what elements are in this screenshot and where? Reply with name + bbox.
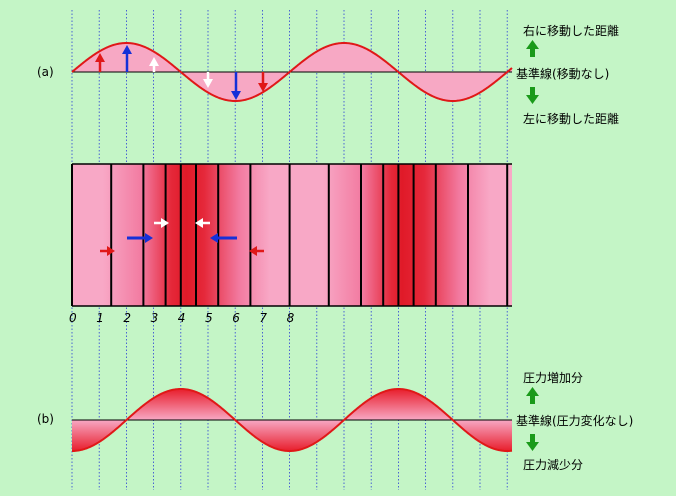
arrow-down-red-7 <box>258 83 268 92</box>
arrow-right-white <box>161 218 169 228</box>
panel-b-label: (b) <box>37 412 54 426</box>
panel-a-label: (a) <box>37 65 54 79</box>
arrow-left-blue <box>210 233 218 243</box>
pressure-down-label: 圧力減少分 <box>523 458 584 472</box>
arrow-up-green-b <box>526 387 539 396</box>
displacement-wave <box>71 41 513 103</box>
particle-arrows <box>100 218 264 256</box>
position-number: 2 <box>123 311 131 325</box>
position-number: 4 <box>178 311 186 325</box>
arrow-up-red-1 <box>95 53 105 62</box>
position-number: 6 <box>232 311 240 325</box>
baseline-b-label: 基準線(圧力変化なし) <box>516 414 634 428</box>
arrow-down-green-a <box>526 95 539 104</box>
arrow-left-red <box>249 246 257 256</box>
pressure-up-label: 圧力増加分 <box>523 371 584 385</box>
arrow-down-green-b <box>526 442 539 451</box>
baseline-a-label: 基準線(移動なし) <box>516 67 610 81</box>
position-number: 7 <box>259 311 267 325</box>
green-arrows-b <box>526 387 539 451</box>
arrow-right-blue <box>145 233 153 243</box>
air-column <box>71 163 512 307</box>
pressure-wave <box>71 387 513 453</box>
arrow-up-blue-2 <box>122 45 132 54</box>
position-number: 0 <box>69 311 77 325</box>
arrow-down-blue-6 <box>231 91 241 100</box>
displacement-arrows <box>95 45 268 100</box>
position-numbers: 0 1 2 3 4 5 6 7 8 <box>69 311 295 325</box>
arrow-up-white-3 <box>149 57 159 66</box>
position-number: 3 <box>151 311 159 325</box>
green-arrows-a <box>526 40 539 104</box>
position-number: 5 <box>205 311 213 325</box>
arrow-up-green-a <box>526 40 539 49</box>
right-move-label: 右に移動した距離 <box>523 24 620 38</box>
arrow-down-white-5 <box>203 79 213 88</box>
arrow-left-white <box>195 218 203 228</box>
particle-lines <box>71 164 509 306</box>
position-number: 8 <box>287 311 295 325</box>
position-number: 1 <box>96 311 104 325</box>
arrow-right-red <box>107 246 115 256</box>
left-move-label: 左に移動した距離 <box>523 112 620 126</box>
